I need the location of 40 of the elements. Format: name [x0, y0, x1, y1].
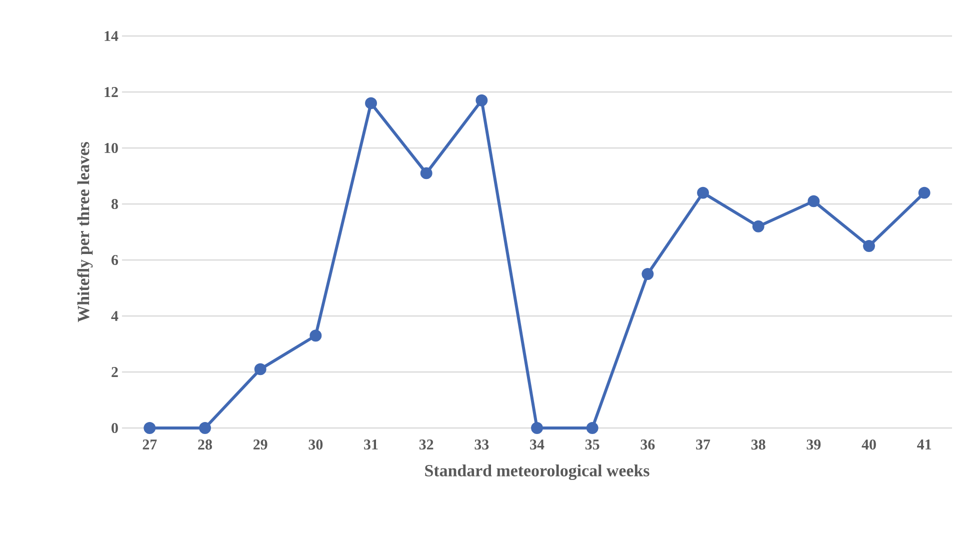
point	[863, 240, 875, 252]
x-tick-label: 35	[585, 440, 600, 450]
x-axis-title: Standard meteorological weeks	[425, 464, 650, 480]
y-tick-label: 10	[104, 142, 118, 154]
x-tick-label: 27	[142, 440, 157, 450]
y-tick-label: 0	[112, 422, 118, 434]
point	[476, 94, 488, 106]
x-tick-label: 28	[198, 440, 212, 450]
point	[531, 422, 543, 434]
y-axis-title: Whitefly per three leaves	[77, 142, 93, 322]
x-tick-label: 31	[364, 440, 378, 450]
x-tick-label: 30	[308, 440, 323, 450]
y-tick-label: 14	[104, 31, 118, 41]
point	[310, 330, 322, 342]
x-tick-label: 34	[530, 440, 544, 450]
point	[254, 363, 266, 376]
point	[365, 97, 377, 110]
point	[918, 186, 930, 199]
point	[808, 195, 820, 208]
point	[586, 422, 598, 434]
x-tick-label: 40	[862, 440, 876, 450]
x-tick-label: 33	[474, 440, 489, 450]
y-tick-label: 8	[112, 198, 118, 210]
x-tick-label: 41	[917, 440, 932, 450]
y-tick-label: 2	[112, 367, 118, 377]
x-tick-label: 29	[253, 440, 268, 450]
point	[642, 268, 654, 280]
x-tick-label: 38	[751, 440, 766, 450]
point	[697, 186, 709, 199]
point	[752, 220, 764, 232]
x-tick-label: 39	[806, 440, 821, 450]
y-tick-label: 4	[111, 311, 118, 321]
y-tick-label: 6	[112, 254, 118, 266]
x-tick-label: 36	[640, 440, 655, 450]
point	[199, 422, 211, 434]
x-tick-label: 32	[419, 440, 434, 450]
point	[144, 422, 156, 434]
x-tick-label: 37	[696, 440, 710, 450]
point	[420, 167, 432, 180]
y-tick-label: 12	[104, 87, 118, 97]
